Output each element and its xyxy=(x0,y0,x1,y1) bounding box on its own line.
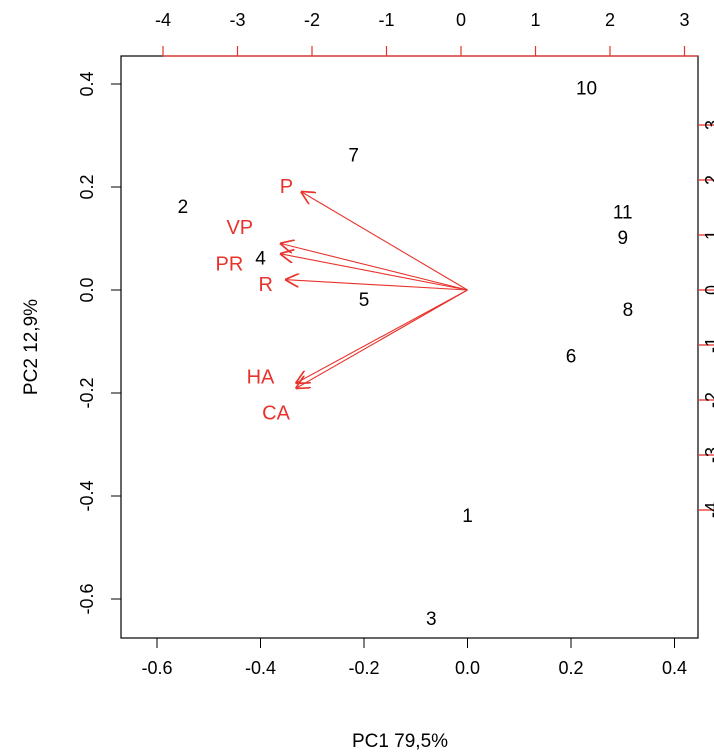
right-tick-label: -3 xyxy=(702,447,714,463)
loading-label-r: R xyxy=(258,274,272,296)
point-label-10: 10 xyxy=(576,79,597,100)
y-tick-label: 0.0 xyxy=(77,277,97,302)
x-tick-label: -0.6 xyxy=(141,658,172,678)
right-tick-label: 1 xyxy=(702,230,714,240)
top-tick-label: -3 xyxy=(229,10,245,30)
y-tick-label: -0.2 xyxy=(77,377,97,408)
y-tick-label: 0.2 xyxy=(77,174,97,199)
point-label-1: 1 xyxy=(462,506,473,527)
y-tick-label: -0.6 xyxy=(77,583,97,614)
left-axis: -0.6 -0.4 -0.2 0.0 0.2 0.4 xyxy=(77,71,121,615)
loading-arrow-pr xyxy=(281,254,468,291)
top-tick-label: 2 xyxy=(605,10,615,30)
top-tick-label: -2 xyxy=(304,10,320,30)
top-tick-label: -1 xyxy=(378,10,394,30)
point-label-8: 8 xyxy=(623,300,634,321)
x-tick-label: 0.4 xyxy=(662,658,687,678)
top-tick-label: 1 xyxy=(530,10,540,30)
top-axis: -4 -3 -2 -1 0 1 2 3 xyxy=(155,10,698,57)
right-tick-label: -1 xyxy=(702,337,714,353)
loading-arrow-vp xyxy=(281,244,468,291)
top-tick-label: -4 xyxy=(155,10,171,30)
right-tick-label: -4 xyxy=(702,502,714,518)
y-tick-label: -0.4 xyxy=(77,480,97,511)
loading-arrows: P VP PR R HA CA xyxy=(216,176,468,425)
point-label-9: 9 xyxy=(617,228,628,249)
loading-label-p: P xyxy=(280,176,293,198)
loading-label-ha: HA xyxy=(247,367,275,389)
right-tick-label: 2 xyxy=(702,175,714,185)
x-tick-label: 0.2 xyxy=(558,658,583,678)
x-tick-label: -0.4 xyxy=(245,658,276,678)
loading-arrow-r xyxy=(286,280,468,291)
top-tick-label: 3 xyxy=(679,10,689,30)
loading-label-pr: PR xyxy=(216,253,244,275)
top-tick-label: 0 xyxy=(456,10,466,30)
point-label-5: 5 xyxy=(359,290,370,311)
x-tick-label: -0.2 xyxy=(348,658,379,678)
x-axis-label: PC1 79,5% xyxy=(352,731,448,752)
point-label-6: 6 xyxy=(566,346,577,367)
loading-arrow-ca xyxy=(297,289,468,388)
bottom-axis: -0.6 -0.4 -0.2 0.0 0.2 0.4 xyxy=(141,638,687,678)
right-axis: -4 -3 -2 -1 0 1 2 3 xyxy=(698,120,714,518)
point-label-2: 2 xyxy=(178,197,189,218)
point-label-7: 7 xyxy=(348,146,359,167)
x-tick-label: 0.0 xyxy=(455,658,480,678)
right-tick-label: -2 xyxy=(702,392,714,408)
loading-arrow-ha xyxy=(297,289,468,383)
y-axis-label: PC2 12,9% xyxy=(21,299,42,395)
right-tick-label: 0 xyxy=(702,285,714,295)
point-label-4: 4 xyxy=(255,249,266,270)
y-tick-label: 0.4 xyxy=(77,71,97,96)
loading-label-ca: CA xyxy=(262,403,290,425)
point-label-3: 3 xyxy=(426,609,437,630)
loading-arrow-p xyxy=(302,192,468,291)
point-label-11: 11 xyxy=(613,202,633,223)
right-tick-label: 3 xyxy=(702,120,714,130)
observation-labels: 1 2 3 4 5 6 7 8 9 10 11 xyxy=(178,79,634,630)
loading-label-vp: VP xyxy=(226,217,253,239)
